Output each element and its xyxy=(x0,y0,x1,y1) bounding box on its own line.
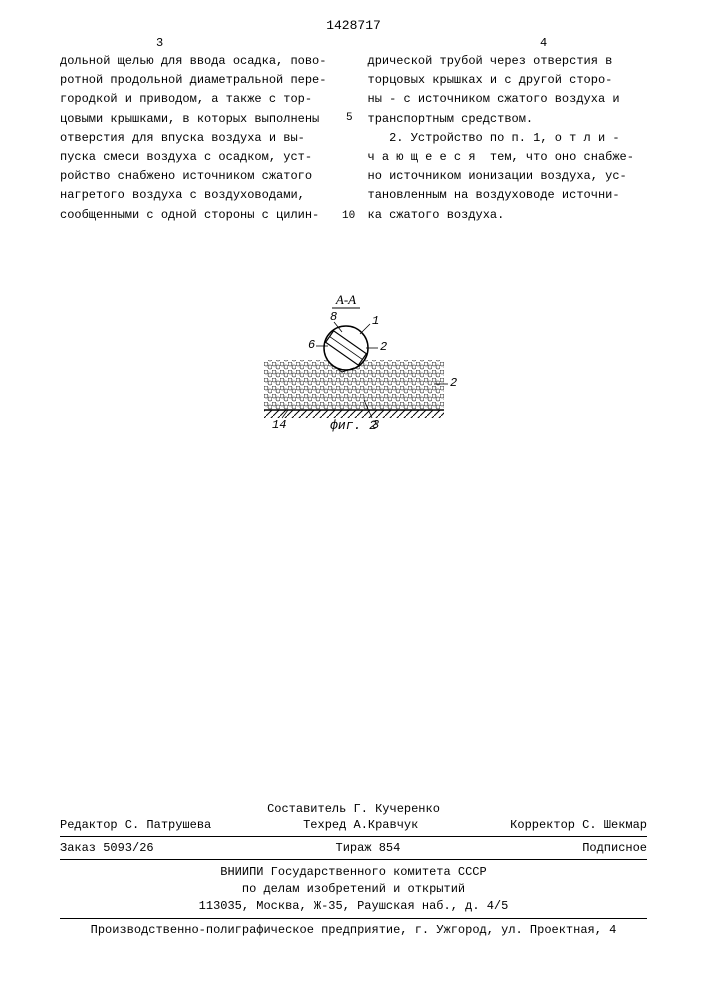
line-number-5: 5 xyxy=(346,112,353,124)
figure-caption: фиг. 2 xyxy=(0,418,707,433)
column-right: дрической трубой через отверстия в торцо… xyxy=(368,52,648,225)
editor: Редактор С. Патрушева xyxy=(60,818,211,832)
divider-1 xyxy=(60,836,647,837)
divider-2 xyxy=(60,859,647,860)
institute-line2: по делам изобретений и открытий xyxy=(60,881,647,898)
institute-address: 113035, Москва, Ж-35, Раушская наб., д. … xyxy=(60,898,647,915)
institute-line1: ВНИИПИ Государственного комитета СССР xyxy=(60,864,647,881)
label-1: 1 xyxy=(372,314,379,328)
label-6: 6 xyxy=(308,338,315,352)
column-number-left: 3 xyxy=(156,36,163,50)
tirazh: Тираж 854 xyxy=(336,841,401,855)
corrector: Корректор С. Шекмар xyxy=(510,818,647,832)
column-number-right: 4 xyxy=(540,36,547,50)
text-columns: дольной щелью для ввода осадка, пово- ро… xyxy=(60,52,647,225)
order-number: Заказ 5093/26 xyxy=(60,841,154,855)
composer: Составитель Г. Кучеренко xyxy=(60,802,647,816)
techred: Техред А.Кравчук xyxy=(303,818,418,832)
ground-hatch xyxy=(264,410,444,418)
divider-3 xyxy=(60,918,647,919)
printer: Производственно-полиграфическое предприя… xyxy=(60,923,647,937)
figure-container: А-А xyxy=(0,290,707,430)
subscription: Подписное xyxy=(582,841,647,855)
column-left: дольной щелью для ввода осадка, пово- ро… xyxy=(60,52,340,225)
patent-number: 1428717 xyxy=(0,18,707,33)
label-2a: 2 xyxy=(380,340,387,354)
section-label: А-А xyxy=(334,292,355,307)
label-2b: 2 xyxy=(450,376,457,390)
line-number-10: 10 xyxy=(342,210,355,222)
credits-block: Составитель Г. Кучеренко Редактор С. Пат… xyxy=(60,802,647,937)
label-8: 8 xyxy=(330,310,337,324)
figure-a-a: А-А xyxy=(224,290,484,430)
